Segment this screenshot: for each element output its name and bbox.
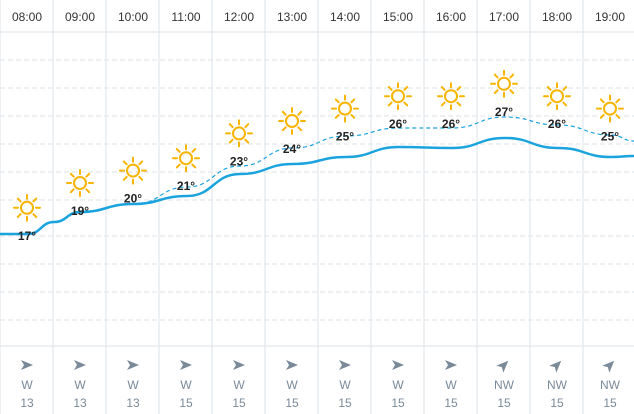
sun-icon xyxy=(490,69,518,98)
sun-icon xyxy=(119,156,147,185)
wind-direction-label: W xyxy=(74,378,86,392)
temperature-label: 21° xyxy=(177,179,195,193)
wind-direction-label: W xyxy=(180,378,192,392)
wind-arrow-icon xyxy=(21,360,33,370)
temperature-line-solid xyxy=(0,136,634,236)
sun-icon xyxy=(278,107,306,135)
sun-icon xyxy=(225,119,253,148)
temperature-label: 23° xyxy=(230,154,248,168)
hour-column: 08:00 17° W 13 xyxy=(12,10,42,410)
wind-direction-label: NW xyxy=(494,378,515,392)
hour-column: 14:00 25° W 15 xyxy=(330,10,360,410)
wind-speed-label: 15 xyxy=(550,396,564,410)
temperature-lines xyxy=(0,116,634,236)
temperature-label: 20° xyxy=(124,192,142,206)
sun-icon xyxy=(596,94,624,123)
hour-label: 17:00 xyxy=(489,10,519,24)
wind-arrow-icon xyxy=(602,360,615,373)
sun-icon xyxy=(13,193,41,222)
hour-label: 09:00 xyxy=(65,10,95,24)
hour-label: 12:00 xyxy=(224,10,254,24)
temperature-line-dashed xyxy=(133,116,634,205)
wind-arrow-icon xyxy=(233,360,245,370)
wind-arrow-icon xyxy=(339,360,351,370)
hour-column: 16:00 26° W 15 xyxy=(436,10,466,410)
wind-arrow-icon xyxy=(286,360,298,370)
wind-arrow-icon xyxy=(445,360,457,370)
wind-speed-label: 13 xyxy=(126,396,140,410)
hour-column: 12:00 23° W 15 xyxy=(224,10,254,410)
hour-column: 15:00 26° W 15 xyxy=(383,10,413,410)
wind-direction-label: W xyxy=(445,378,457,392)
wind-speed-label: 15 xyxy=(444,396,458,410)
wind-direction-label: W xyxy=(21,378,33,392)
wind-direction-label: NW xyxy=(547,378,568,392)
sun-icon xyxy=(66,169,94,197)
temperature-label: 27° xyxy=(495,105,513,119)
wind-speed-label: 15 xyxy=(232,396,246,410)
wind-direction-label: W xyxy=(286,378,298,392)
wind-arrow-icon xyxy=(180,360,192,370)
wind-direction-label: W xyxy=(233,378,245,392)
wind-speed-label: 13 xyxy=(73,396,87,410)
wind-speed-label: 15 xyxy=(285,396,299,410)
wind-arrow-icon xyxy=(127,360,139,370)
hour-label: 11:00 xyxy=(171,10,200,24)
wind-speed-label: 13 xyxy=(20,396,34,410)
hour-column: 10:00 20° W 13 xyxy=(118,10,148,410)
temperature-label: 26° xyxy=(548,117,566,131)
temperature-label: 26° xyxy=(442,117,460,131)
sun-icon xyxy=(331,94,359,123)
wind-speed-label: 15 xyxy=(338,396,352,410)
temperature-label: 26° xyxy=(389,117,407,131)
wind-direction-label: W xyxy=(392,378,404,392)
sun-icon xyxy=(384,82,412,111)
hour-column: 11:00 21° W 15 xyxy=(171,10,200,410)
hour-label: 14:00 xyxy=(330,10,360,24)
hour-label: 19:00 xyxy=(595,10,625,24)
wind-arrow-icon xyxy=(392,360,404,370)
hour-label: 16:00 xyxy=(436,10,466,24)
wind-speed-label: 15 xyxy=(179,396,193,410)
sun-icon xyxy=(543,82,571,111)
temperature-label: 24° xyxy=(283,142,301,156)
hour-label: 18:00 xyxy=(542,10,572,24)
temperature-label: 19° xyxy=(71,204,89,218)
hour-column: 19:00 25° NW 15 xyxy=(595,10,625,410)
hour-column: 13:00 24° W 15 xyxy=(277,10,307,410)
hour-label: 13:00 xyxy=(277,10,307,24)
wind-direction-label: W xyxy=(339,378,351,392)
wind-speed-label: 15 xyxy=(391,396,405,410)
hour-label: 08:00 xyxy=(12,10,42,24)
hour-label: 10:00 xyxy=(118,10,148,24)
wind-arrow-icon xyxy=(74,360,86,370)
temperature-label: 25° xyxy=(601,130,619,144)
sun-icon xyxy=(437,82,465,111)
wind-arrow-icon xyxy=(496,360,509,373)
hour-column: 17:00 27° NW 15 xyxy=(489,10,519,410)
sun-icon xyxy=(172,144,200,173)
hour-column: 18:00 26° NW 15 xyxy=(542,10,572,410)
wind-arrow-icon xyxy=(549,360,562,373)
hour-columns: 08:00 17° W 13 09:00 19° W 13 10:00 20° W 13 11:00 21… xyxy=(12,10,625,410)
temperature-label: 17° xyxy=(18,229,36,243)
temperature-label: 25° xyxy=(336,130,354,144)
wind-direction-label: NW xyxy=(600,378,621,392)
hour-label: 15:00 xyxy=(383,10,413,24)
wind-speed-label: 15 xyxy=(603,396,617,410)
hour-column: 09:00 19° W 13 xyxy=(65,10,95,410)
wind-direction-label: W xyxy=(127,378,139,392)
wind-speed-label: 15 xyxy=(497,396,511,410)
